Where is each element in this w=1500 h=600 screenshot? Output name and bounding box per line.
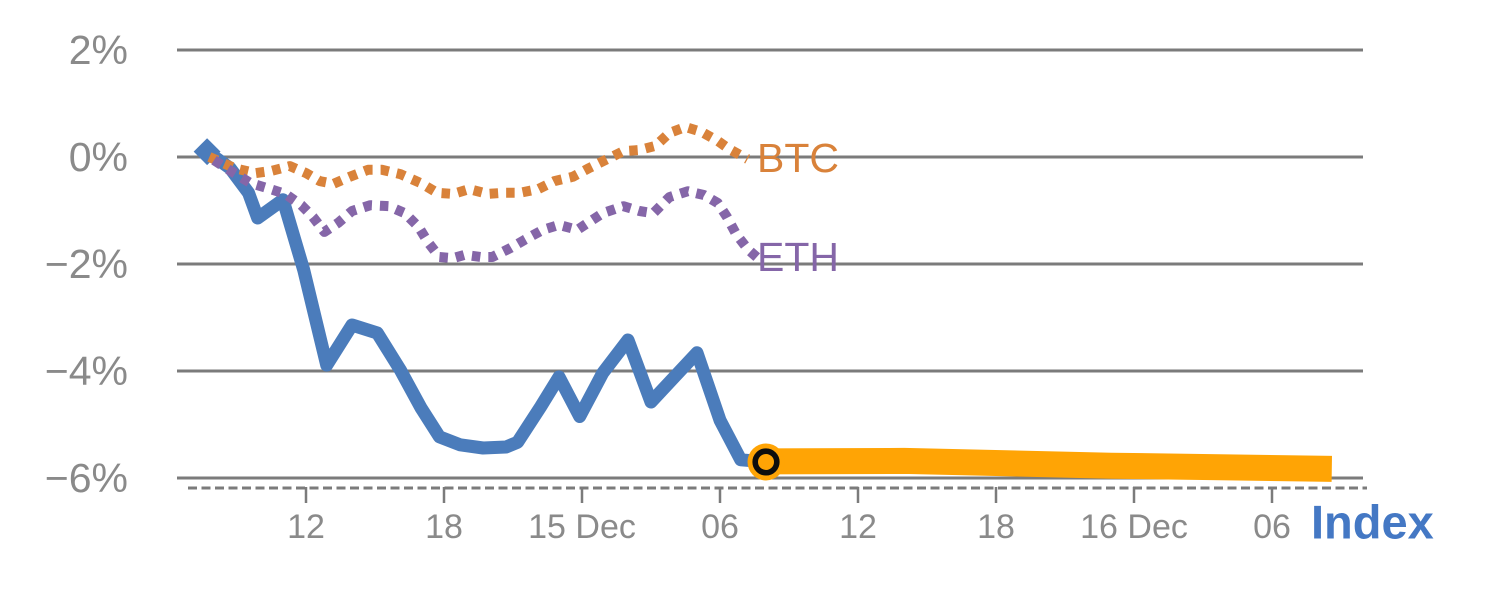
y-axis-tick-label: 2% <box>69 27 128 73</box>
eth-series-label: ETH <box>757 234 839 280</box>
forecast-start-marker-ring <box>752 448 780 476</box>
y-axis-tick-label: −2% <box>45 241 128 287</box>
x-axis-tick-label: 16 Dec <box>1080 508 1188 546</box>
btc-line <box>207 122 751 199</box>
x-axis-tick-label: 12 <box>287 508 325 546</box>
x-axis-tick-label: 18 <box>977 508 1015 546</box>
y-axis-tick-label: 0% <box>69 134 128 180</box>
btc-series-label: BTC <box>757 135 839 181</box>
eth-line <box>211 155 763 264</box>
x-axis-tick-label: 15 Dec <box>528 508 636 546</box>
x-axis-tick-label: 06 <box>1253 508 1291 546</box>
x-axis-tick-label: 06 <box>701 508 739 546</box>
x-axis-tick-label: 18 <box>425 508 463 546</box>
x-axis-tick-label: 12 <box>839 508 877 546</box>
x-axis-label-index: Index <box>1311 496 1434 549</box>
y-axis-tick-label: −4% <box>45 348 128 394</box>
index-forecast-line <box>765 447 1332 482</box>
y-axis-tick-label: −6% <box>45 455 128 501</box>
index-history-line <box>200 145 773 469</box>
